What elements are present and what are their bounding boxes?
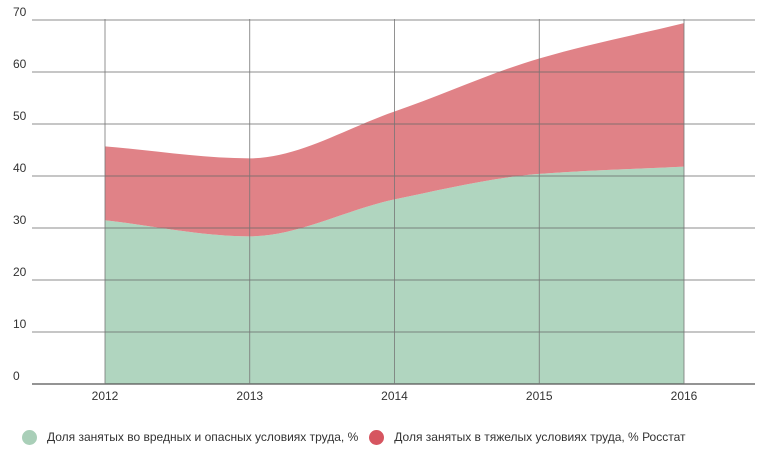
- y-tick-label: 10: [13, 317, 27, 331]
- legend-dot-harmful-icon: [22, 429, 37, 445]
- y-tick-label: 60: [13, 57, 27, 71]
- y-tick-label: 40: [13, 161, 27, 175]
- x-axis-ticks: 2012 2013 2014 2015 2016: [92, 389, 698, 403]
- legend: Доля занятых во вредных и опасных услови…: [0, 426, 766, 448]
- x-tick-label: 2014: [381, 389, 408, 403]
- x-tick-label: 2012: [92, 389, 119, 403]
- y-axis-ticks: 0 10 20 30 40 50 60 70: [13, 5, 27, 383]
- legend-label-heavy: Доля занятых в тяжелых условиях труда, %…: [394, 430, 686, 444]
- legend-item-heavy[interactable]: Доля занятых в тяжелых условиях труда, %…: [369, 429, 686, 445]
- y-tick-label: 70: [13, 5, 27, 19]
- x-tick-label: 2016: [671, 389, 698, 403]
- legend-dot-heavy-icon: [369, 429, 385, 445]
- x-tick-label: 2015: [526, 389, 553, 403]
- x-tick-label: 2013: [236, 389, 263, 403]
- y-tick-label: 20: [13, 265, 27, 279]
- legend-item-harmful[interactable]: Доля занятых во вредных и опасных услови…: [22, 429, 359, 445]
- legend-label-harmful: Доля занятых во вредных и опасных услови…: [47, 430, 359, 444]
- y-tick-label: 50: [13, 109, 27, 123]
- grid-lines: [32, 19, 755, 385]
- y-tick-label: 0: [13, 369, 20, 383]
- y-tick-label: 30: [13, 213, 27, 227]
